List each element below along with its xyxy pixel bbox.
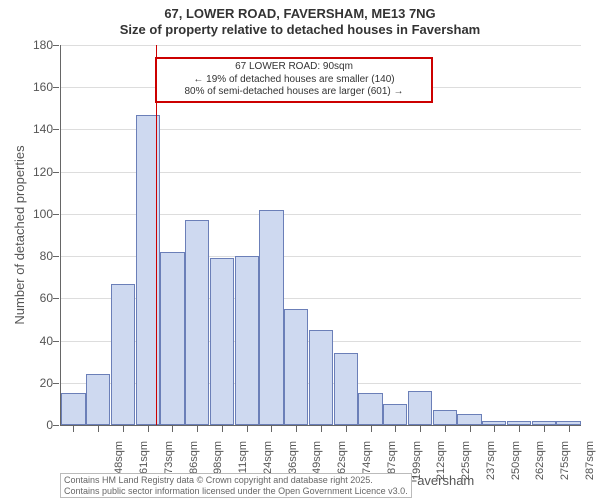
footer-line-2: Contains public sector information licen… xyxy=(64,486,408,496)
attribution-footer: Contains HM Land Registry data © Crown c… xyxy=(60,473,412,498)
y-tick xyxy=(53,383,59,384)
x-tick xyxy=(371,426,372,432)
y-tick xyxy=(53,256,59,257)
annotation-line: ← 19% of detached houses are smaller (14… xyxy=(161,74,427,87)
annotation-box: 67 LOWER ROAD: 90sqm← 19% of detached ho… xyxy=(155,57,433,103)
x-tick xyxy=(544,426,545,432)
y-tick-label: 180 xyxy=(23,38,53,52)
x-tick xyxy=(346,426,347,432)
histogram-bar xyxy=(383,404,407,425)
y-tick-label: 0 xyxy=(23,418,53,432)
x-tick xyxy=(247,426,248,432)
x-tick-label: 287sqm xyxy=(584,441,596,491)
y-tick-label: 40 xyxy=(23,334,53,348)
histogram-bar xyxy=(433,410,457,425)
x-tick xyxy=(494,426,495,432)
title-main: 67, LOWER ROAD, FAVERSHAM, ME13 7NG xyxy=(0,6,600,21)
histogram-bar xyxy=(334,353,358,425)
y-tick-label: 160 xyxy=(23,80,53,94)
y-tick-label: 140 xyxy=(23,122,53,136)
plot-area: 02040608010012014016018048sqm61sqm73sqm8… xyxy=(60,45,581,426)
y-tick-label: 100 xyxy=(23,207,53,221)
title-sub: Size of property relative to detached ho… xyxy=(0,22,600,37)
chart-container: 67, LOWER ROAD, FAVERSHAM, ME13 7NG Size… xyxy=(0,0,600,500)
x-tick xyxy=(222,426,223,432)
histogram-bar xyxy=(507,421,531,425)
histogram-bar xyxy=(160,252,184,425)
histogram-bar xyxy=(61,393,85,425)
x-tick xyxy=(321,426,322,432)
histogram-bar xyxy=(482,421,506,425)
x-tick xyxy=(470,426,471,432)
x-tick xyxy=(420,426,421,432)
x-tick xyxy=(271,426,272,432)
y-tick-label: 80 xyxy=(23,249,53,263)
histogram-bar xyxy=(235,256,259,425)
x-tick xyxy=(73,426,74,432)
y-tick-label: 20 xyxy=(23,376,53,390)
y-tick xyxy=(53,298,59,299)
y-tick-label: 120 xyxy=(23,165,53,179)
histogram-bar xyxy=(86,374,110,425)
histogram-bar xyxy=(111,284,135,425)
x-tick xyxy=(569,426,570,432)
y-tick xyxy=(53,341,59,342)
x-tick xyxy=(197,426,198,432)
histogram-bar xyxy=(358,393,382,425)
annotation-line: 80% of semi-detached houses are larger (… xyxy=(161,86,427,99)
x-tick xyxy=(172,426,173,432)
y-tick xyxy=(53,425,59,426)
histogram-bar xyxy=(532,421,556,425)
histogram-bar xyxy=(408,391,432,425)
histogram-bar xyxy=(457,414,481,425)
x-tick xyxy=(98,426,99,432)
gridline-h xyxy=(61,45,581,46)
histogram-bar xyxy=(556,421,580,425)
histogram-bar xyxy=(185,220,209,425)
x-tick xyxy=(445,426,446,432)
y-tick-label: 60 xyxy=(23,291,53,305)
annotation-line: 67 LOWER ROAD: 90sqm xyxy=(161,61,427,74)
histogram-bar xyxy=(309,330,333,425)
y-tick xyxy=(53,214,59,215)
y-tick xyxy=(53,87,59,88)
y-tick xyxy=(53,45,59,46)
x-tick xyxy=(148,426,149,432)
y-tick xyxy=(53,172,59,173)
footer-line-1: Contains HM Land Registry data © Crown c… xyxy=(64,475,408,485)
x-tick xyxy=(123,426,124,432)
histogram-bar xyxy=(284,309,308,425)
x-tick xyxy=(519,426,520,432)
y-tick xyxy=(53,129,59,130)
x-tick xyxy=(296,426,297,432)
histogram-bar xyxy=(210,258,234,425)
histogram-bar xyxy=(259,210,283,425)
x-tick xyxy=(395,426,396,432)
